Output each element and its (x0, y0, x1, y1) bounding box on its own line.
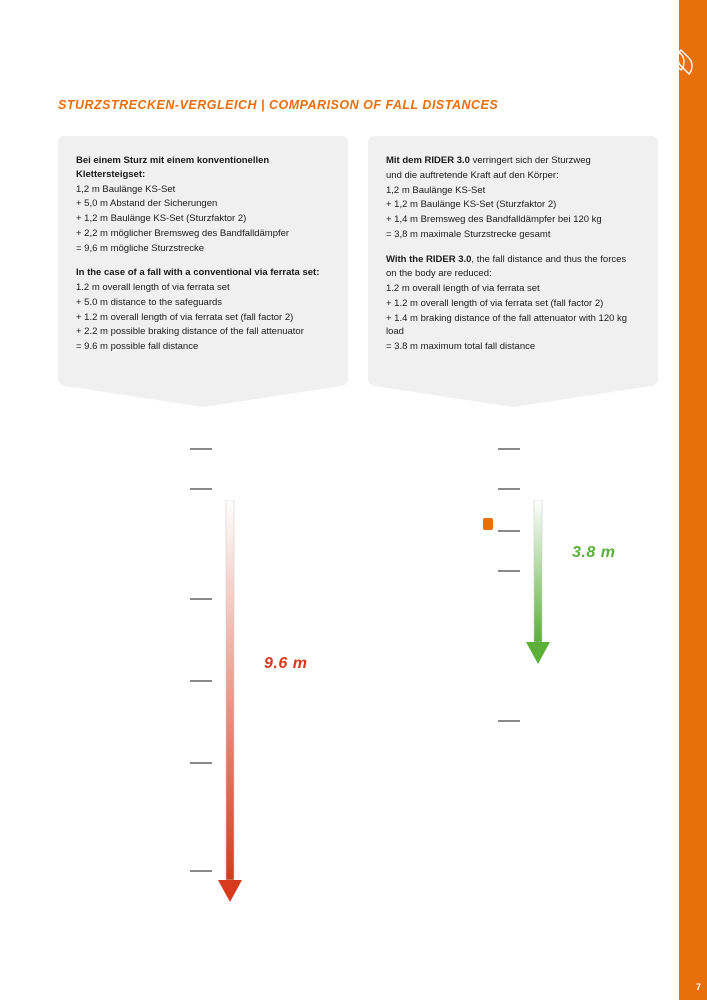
card-right-en-head-a: With the RIDER 3.0 (386, 254, 471, 265)
card-text: + 1,2 m Baulänge KS-Set (Sturzfaktor 2) (76, 212, 330, 226)
card-conventional: Bei einem Sturz mit einem konventionelle… (58, 136, 348, 385)
distance-label: 9.6 m (264, 655, 307, 673)
rider-device-icon (483, 518, 493, 530)
card-text: = 3.8 m maximum total fall distance (386, 340, 640, 354)
scale-tick (190, 870, 212, 872)
distance-label: 3.8 m (572, 544, 615, 562)
scale-tick (498, 530, 520, 532)
card-text: + 1,4 m Bremsweg des Bandfalldämpfer bei… (386, 213, 640, 227)
card-text: + 2,2 m möglicher Bremsweg des Bandfalld… (76, 227, 330, 241)
card-text: + 1.4 m braking distance of the fall att… (386, 312, 640, 340)
scale-tick (498, 488, 520, 490)
page-title: STURZSTRECKEN-VERGLEICH | COMPARISON OF … (58, 98, 498, 112)
sidebar-stripe (679, 0, 707, 1000)
card-text: on the body are reduced: (386, 267, 640, 281)
scale-tick (190, 680, 212, 682)
fall-distance-diagram: 9.6 m 3.8 m (58, 420, 658, 960)
card-left-de-head: Bei einem Sturz mit einem konventionelle… (76, 155, 269, 180)
scale-tick (498, 570, 520, 572)
carabiner-icon (663, 40, 699, 76)
scale-tick (498, 448, 520, 450)
info-cards: Bei einem Sturz mit einem konventionelle… (58, 136, 658, 385)
card-text: = 9.6 m possible fall distance (76, 340, 330, 354)
scale-tick (190, 598, 212, 600)
fall-arrow (218, 500, 258, 910)
scale-tick (190, 762, 212, 764)
card-rider: Mit dem RIDER 3.0 verringert sich der St… (368, 136, 658, 385)
card-text: 1.2 m overall length of via ferrata set (76, 281, 330, 295)
card-text: + 2.2 m possible braking distance of the… (76, 325, 330, 339)
card-text: = 3,8 m maximale Sturzstrecke gesamt (386, 228, 640, 242)
card-text: verringert sich der Sturzweg (470, 155, 591, 166)
card-text: = 9,6 m mögliche Sturzstrecke (76, 242, 330, 256)
scale-tick (498, 720, 520, 722)
card-text: + 5,0 m Abstand der Sicherungen (76, 197, 330, 211)
page-number: 7 (696, 982, 701, 992)
card-left-en-head: In the case of a fall with a conventiona… (76, 267, 319, 278)
card-text: + 1.2 m overall length of via ferrata se… (76, 311, 330, 325)
card-text: 1.2 m overall length of via ferrata set (386, 282, 640, 296)
card-right-de-head-a: Mit dem RIDER 3.0 (386, 155, 470, 166)
card-text: 1,2 m Baulänge KS-Set (76, 183, 330, 197)
card-text: 1,2 m Baulänge KS-Set (386, 184, 640, 198)
card-text: , the fall distance and thus the forces (471, 254, 626, 265)
card-text: + 1,2 m Baulänge KS-Set (Sturzfaktor 2) (386, 198, 640, 212)
card-text: + 5.0 m distance to the safeguards (76, 296, 330, 310)
scale-tick (190, 448, 212, 450)
fall-arrow (526, 500, 566, 672)
card-text: und die auftretende Kraft auf den Körper… (386, 169, 640, 183)
card-text: + 1.2 m overall length of via ferrata se… (386, 297, 640, 311)
scale-tick (190, 488, 212, 490)
